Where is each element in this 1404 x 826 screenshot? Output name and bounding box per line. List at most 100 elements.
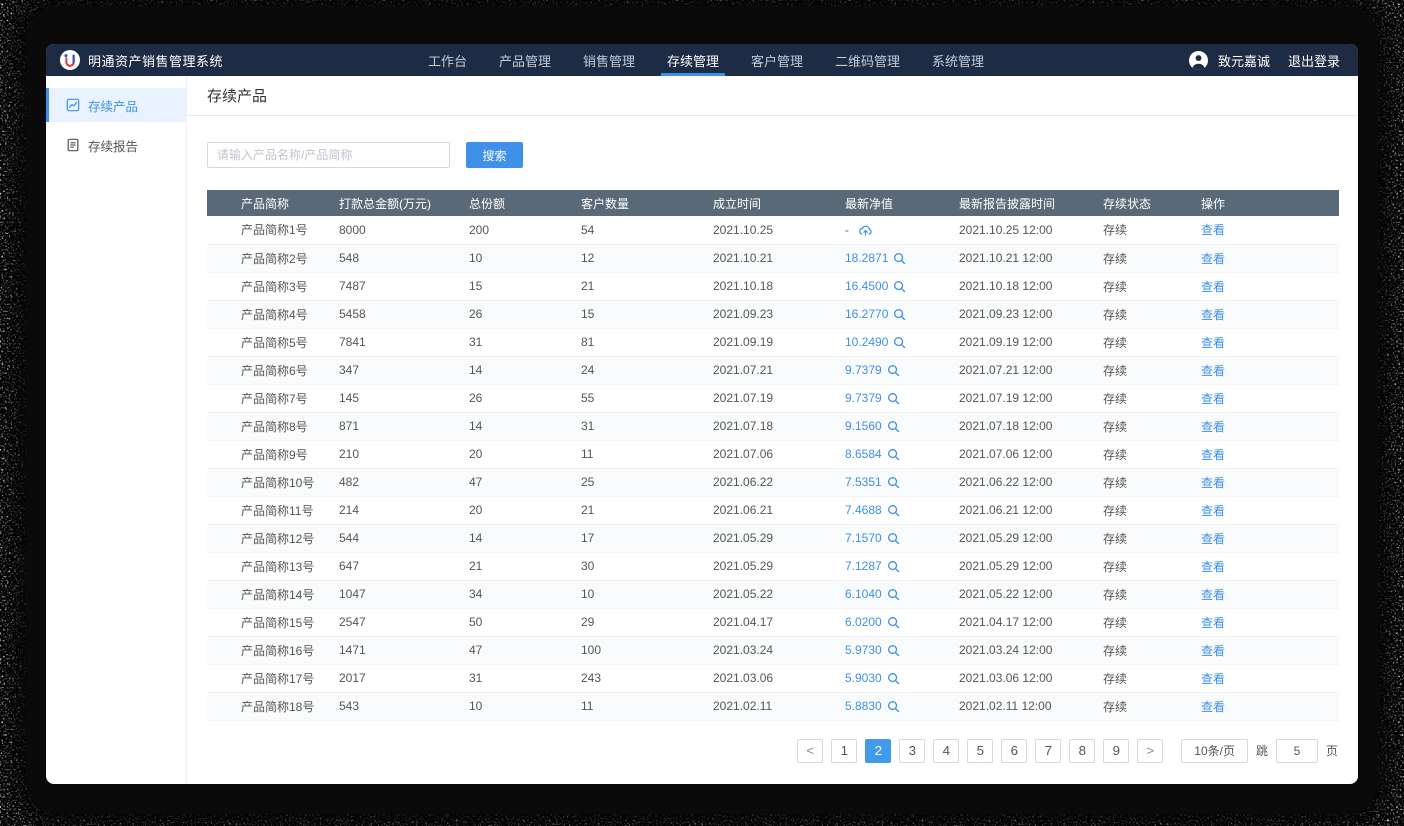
net-value-wrap: 5.9730 bbox=[845, 643, 959, 657]
net-value-cell: 5.9730 bbox=[845, 636, 959, 664]
status-cell: 存续 bbox=[1103, 223, 1128, 238]
net-value: 5.9030 bbox=[845, 671, 882, 685]
magnifier-icon[interactable] bbox=[887, 476, 900, 489]
net-value: 18.2871 bbox=[845, 251, 889, 265]
magnifier-icon[interactable] bbox=[893, 252, 906, 265]
prev-page-button[interactable]: < bbox=[797, 738, 824, 763]
action-cell: 查看 bbox=[1201, 664, 1339, 692]
product-name-cell: 产品简称18号 bbox=[241, 699, 315, 714]
view-link[interactable]: 查看 bbox=[1201, 363, 1226, 378]
table-row: 产品简称2号 548 10 12 2021.10.21 18.2871 2021.10.21… bbox=[207, 244, 1339, 272]
search-input[interactable] bbox=[207, 142, 450, 168]
amount-cell: 482 bbox=[339, 475, 360, 489]
view-link[interactable]: 查看 bbox=[1201, 279, 1226, 294]
user-avatar-icon[interactable] bbox=[1188, 50, 1208, 70]
view-link[interactable]: 查看 bbox=[1201, 447, 1226, 462]
sidebar-item-label: 存续产品 bbox=[88, 99, 139, 114]
magnifier-icon[interactable] bbox=[887, 504, 900, 517]
nav-tab-3[interactable]: 销售管理 bbox=[582, 53, 635, 69]
status-cell: 存续 bbox=[1103, 475, 1128, 490]
view-link[interactable]: 查看 bbox=[1201, 307, 1226, 322]
logout-button[interactable]: 退出登录 bbox=[1287, 53, 1340, 69]
cloud-upload-icon[interactable] bbox=[858, 223, 873, 237]
product-name-cell: 产品简称15号 bbox=[241, 615, 315, 630]
page-button-6[interactable]: 6 bbox=[1001, 738, 1028, 763]
page-button-7[interactable]: 7 bbox=[1035, 738, 1062, 763]
view-link[interactable]: 查看 bbox=[1201, 503, 1226, 518]
status-cell: 存续 bbox=[1103, 391, 1128, 406]
page-size-select[interactable]: 10条/页 bbox=[1181, 738, 1248, 763]
page-button-2[interactable]: 2 bbox=[865, 738, 892, 763]
view-link[interactable]: 查看 bbox=[1201, 251, 1226, 266]
magnifier-icon[interactable] bbox=[893, 280, 906, 293]
magnifier-icon[interactable] bbox=[893, 308, 906, 321]
page-button-4[interactable]: 4 bbox=[933, 738, 960, 763]
view-link[interactable]: 查看 bbox=[1201, 559, 1226, 574]
view-link[interactable]: 查看 bbox=[1201, 587, 1226, 602]
view-link[interactable]: 查看 bbox=[1201, 699, 1226, 714]
nav-tab-1[interactable]: 工作台 bbox=[427, 53, 467, 69]
view-link[interactable]: 查看 bbox=[1201, 335, 1226, 350]
net-value-wrap: 10.2490 bbox=[845, 335, 959, 349]
magnifier-icon[interactable] bbox=[887, 420, 900, 433]
view-link[interactable]: 查看 bbox=[1201, 419, 1226, 434]
view-link[interactable]: 查看 bbox=[1201, 223, 1226, 238]
magnifier-icon[interactable] bbox=[887, 644, 900, 657]
action-cell: 查看 bbox=[1201, 300, 1339, 328]
net-value-cell: 5.9030 bbox=[845, 664, 959, 692]
net-value: 7.5351 bbox=[845, 475, 882, 489]
report-time-cell: 2021.03.24 12:00 bbox=[959, 643, 1053, 657]
view-link[interactable]: 查看 bbox=[1201, 643, 1226, 658]
user-name[interactable]: 致元嘉诚 bbox=[1217, 53, 1270, 69]
nav-tab-7[interactable]: 系统管理 bbox=[932, 53, 985, 69]
established-cell: 2021.04.17 bbox=[713, 615, 774, 629]
page-button-1[interactable]: 1 bbox=[831, 738, 858, 763]
net-value-wrap: 7.5351 bbox=[845, 475, 959, 489]
product-name-cell: 产品简称5号 bbox=[241, 335, 308, 350]
customers-cell: 21 bbox=[581, 503, 595, 517]
view-link[interactable]: 查看 bbox=[1201, 615, 1226, 630]
page-button-9[interactable]: 9 bbox=[1103, 738, 1130, 763]
nav-tab-6[interactable]: 二维码管理 bbox=[835, 53, 901, 69]
product-name-cell: 产品简称11号 bbox=[241, 503, 314, 518]
view-link[interactable]: 查看 bbox=[1201, 391, 1226, 406]
sidebar-item-2[interactable]: 存续报告 bbox=[46, 128, 186, 162]
amount-cell: 1471 bbox=[339, 643, 366, 657]
nav-tab-4[interactable]: 存续管理 bbox=[660, 44, 726, 76]
amount-cell: 544 bbox=[339, 531, 360, 545]
jump-page-input[interactable] bbox=[1275, 738, 1318, 763]
magnifier-icon[interactable] bbox=[887, 448, 900, 461]
amount-cell: 548 bbox=[339, 251, 360, 265]
net-value: 7.1287 bbox=[845, 559, 882, 573]
magnifier-icon[interactable] bbox=[887, 364, 900, 377]
table-row: 产品简称14号 1047 34 10 2021.05.22 6.1040 2021.05.2… bbox=[207, 580, 1339, 608]
net-value: 16.2770 bbox=[845, 307, 889, 321]
magnifier-icon[interactable] bbox=[887, 588, 900, 601]
customers-cell: 11 bbox=[581, 447, 594, 461]
magnifier-icon[interactable] bbox=[887, 672, 900, 685]
status-cell: 存续 bbox=[1103, 559, 1128, 574]
sidebar-item-1[interactable]: 存续产品 bbox=[46, 88, 186, 122]
page-button-5[interactable]: 5 bbox=[967, 738, 994, 763]
table-row: 产品简称5号 7841 31 81 2021.09.19 10.2490 2021.09.1… bbox=[207, 328, 1339, 356]
magnifier-icon[interactable] bbox=[887, 392, 900, 405]
page-button-3[interactable]: 3 bbox=[899, 738, 926, 763]
magnifier-icon[interactable] bbox=[887, 532, 900, 545]
view-link[interactable]: 查看 bbox=[1201, 475, 1226, 490]
nav-tab-5[interactable]: 客户管理 bbox=[751, 53, 804, 69]
next-page-button[interactable]: > bbox=[1137, 738, 1164, 763]
magnifier-icon[interactable] bbox=[887, 560, 900, 573]
nav-tab-2[interactable]: 产品管理 bbox=[498, 53, 551, 69]
magnifier-icon[interactable] bbox=[893, 336, 906, 349]
search-button[interactable]: 搜索 bbox=[466, 142, 523, 168]
view-link[interactable]: 查看 bbox=[1201, 531, 1226, 546]
magnifier-icon[interactable] bbox=[887, 616, 900, 629]
net-value: 9.7379 bbox=[845, 363, 882, 377]
table-row: 产品简称1号 8000 200 54 2021.10.25 - 2021.10.25 12:… bbox=[207, 216, 1339, 244]
magnifier-icon[interactable] bbox=[887, 700, 900, 713]
net-value-cell: 9.7379 bbox=[845, 356, 959, 384]
table-row: 产品简称6号 347 14 24 2021.07.21 9.7379 2021.07.21 … bbox=[207, 356, 1339, 384]
view-link[interactable]: 查看 bbox=[1201, 671, 1226, 686]
page-button-8[interactable]: 8 bbox=[1069, 738, 1096, 763]
